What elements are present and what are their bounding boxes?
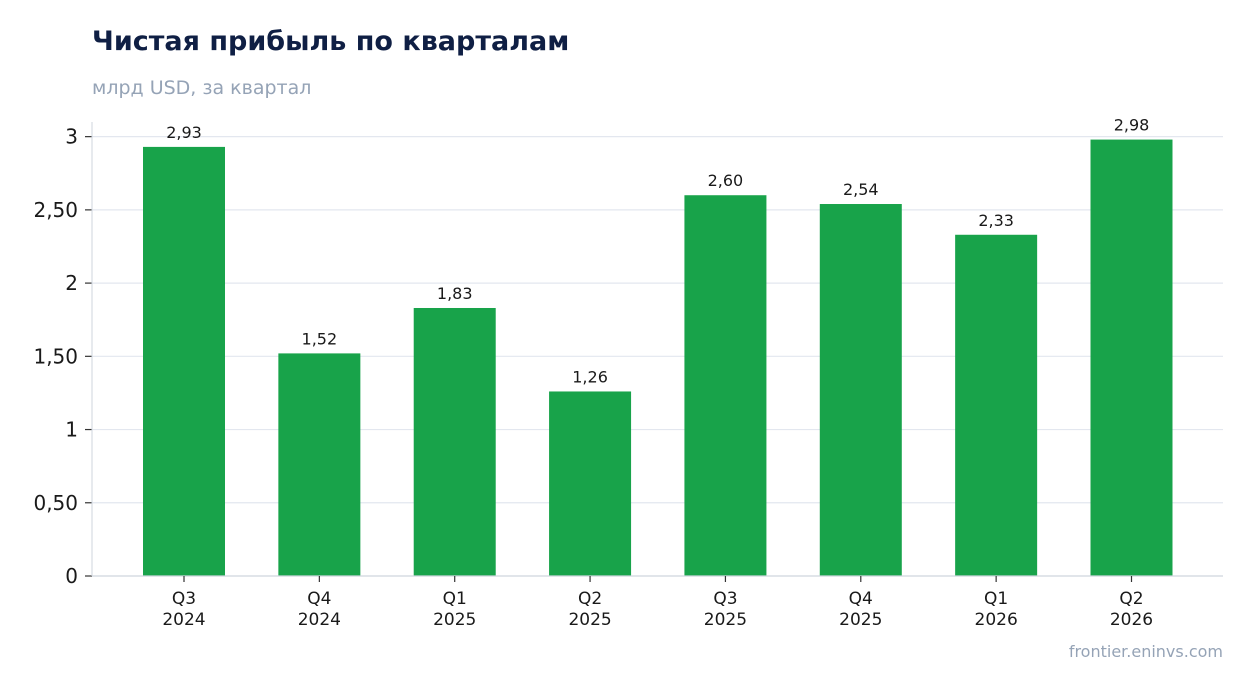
bars [143, 139, 1173, 576]
gridlines [92, 136, 1223, 504]
bar [955, 234, 1038, 576]
chart-title: Чистая прибыль по кварталам [92, 26, 570, 57]
bar [278, 353, 361, 576]
y-tick-label: 0 [65, 564, 78, 588]
x-tick-label: 2025 [568, 610, 611, 630]
x-tick-label: 2025 [839, 610, 882, 630]
bar-value-label: 2,60 [708, 171, 744, 190]
bar-value-label: 2,54 [843, 180, 879, 199]
watermark: frontier.eninvs.com [1068, 642, 1223, 661]
x-tick-label: Q3 [172, 589, 196, 609]
y-tick-label: 0,50 [33, 491, 78, 515]
x-tick-label: Q2 [578, 589, 602, 609]
x-tick-label: Q2 [1119, 589, 1143, 609]
x-tick-label: 2024 [298, 610, 341, 630]
y-tick-label: 1 [65, 418, 78, 442]
x-tick-label: Q1 [984, 589, 1008, 609]
bar [1090, 139, 1173, 576]
y-tick-label: 1,50 [33, 344, 78, 368]
bar [143, 146, 225, 576]
bar-value-label: 2,33 [978, 211, 1014, 230]
bar-value-label: 2,98 [1114, 116, 1150, 135]
x-tick-label: 2025 [704, 610, 747, 630]
x-tick-label: Q1 [443, 589, 467, 609]
x-tick-label: Q4 [849, 589, 873, 609]
chart-subtitle: млрд USD, за квартал [92, 77, 312, 99]
axes [85, 122, 1223, 582]
bar-value-label: 2,93 [166, 123, 202, 142]
y-tick-label: 2,50 [33, 198, 78, 222]
bar [819, 204, 902, 576]
y-tick-label: 2 [65, 271, 78, 295]
bar-value-label: 1,83 [437, 284, 473, 303]
y-tick-label: 3 [65, 125, 78, 149]
x-tick-label: 2026 [975, 610, 1018, 630]
x-tick-label: 2025 [433, 610, 476, 630]
x-tick-label: Q3 [713, 589, 737, 609]
x-tick-label: Q4 [307, 589, 331, 609]
bar [549, 391, 632, 576]
bar-value-label: 1,52 [302, 329, 338, 348]
bar-value-label: 1,26 [572, 367, 608, 386]
x-tick-label: 2026 [1110, 610, 1153, 630]
bar [413, 307, 496, 576]
x-tick-label: 2024 [162, 610, 205, 630]
bar [684, 195, 767, 576]
